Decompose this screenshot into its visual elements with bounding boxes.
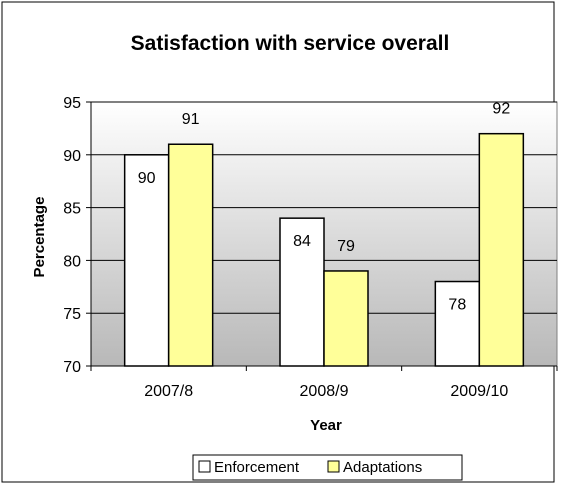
data-label: 91	[182, 111, 200, 128]
bar-enforcement	[279, 217, 325, 367]
y-tick-label: 80	[63, 253, 81, 270]
legend-swatch-adaptations	[327, 460, 340, 473]
x-axis-ticks: 2007/8 2008/9 2009/10	[90, 366, 558, 400]
data-label: 78	[448, 297, 466, 314]
bar-enforcement	[434, 280, 481, 367]
legend-label-adaptations: Adaptations	[343, 459, 422, 476]
y-axis-title: Percentage	[31, 197, 48, 278]
x-tick-label: 2007/8	[144, 383, 193, 400]
y-tick-label: 75	[63, 306, 81, 323]
y-tick-label: 90	[63, 148, 81, 165]
bar-adaptations	[167, 143, 214, 367]
x-tick-label: 2009/10	[450, 383, 508, 400]
x-axis-title: Year	[310, 417, 342, 434]
chart-title: Satisfaction with service overall	[131, 32, 450, 55]
bar-adaptations	[478, 132, 525, 367]
y-tick-label: 95	[63, 95, 81, 112]
y-axis-ticks: 70 75 80 85 90 95	[63, 95, 91, 376]
y-tick-label: 85	[63, 201, 81, 218]
bar-enforcement	[123, 154, 170, 367]
bars	[123, 132, 525, 367]
legend-swatch-enforcement	[198, 460, 211, 473]
data-label: 79	[337, 238, 355, 255]
x-tick-label: 2008/9	[300, 383, 349, 400]
data-label: 92	[492, 101, 510, 118]
y-tick-label: 70	[63, 359, 81, 376]
bar-adaptations	[323, 270, 369, 367]
data-label: 90	[138, 170, 156, 187]
data-labels: 90 91 84 79 78 92	[138, 101, 511, 314]
data-label: 84	[293, 233, 311, 250]
legend: Enforcement Adaptations	[192, 454, 463, 481]
legend-label-enforcement: Enforcement	[214, 459, 300, 476]
